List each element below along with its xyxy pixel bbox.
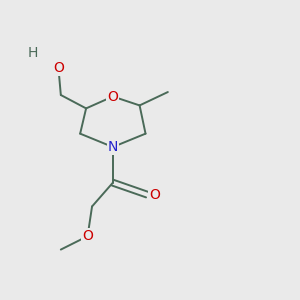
Text: N: N xyxy=(108,140,118,154)
Text: H: H xyxy=(27,46,38,60)
Text: O: O xyxy=(82,229,93,243)
Text: O: O xyxy=(53,61,64,75)
Text: O: O xyxy=(149,188,160,202)
Text: O: O xyxy=(107,89,118,103)
